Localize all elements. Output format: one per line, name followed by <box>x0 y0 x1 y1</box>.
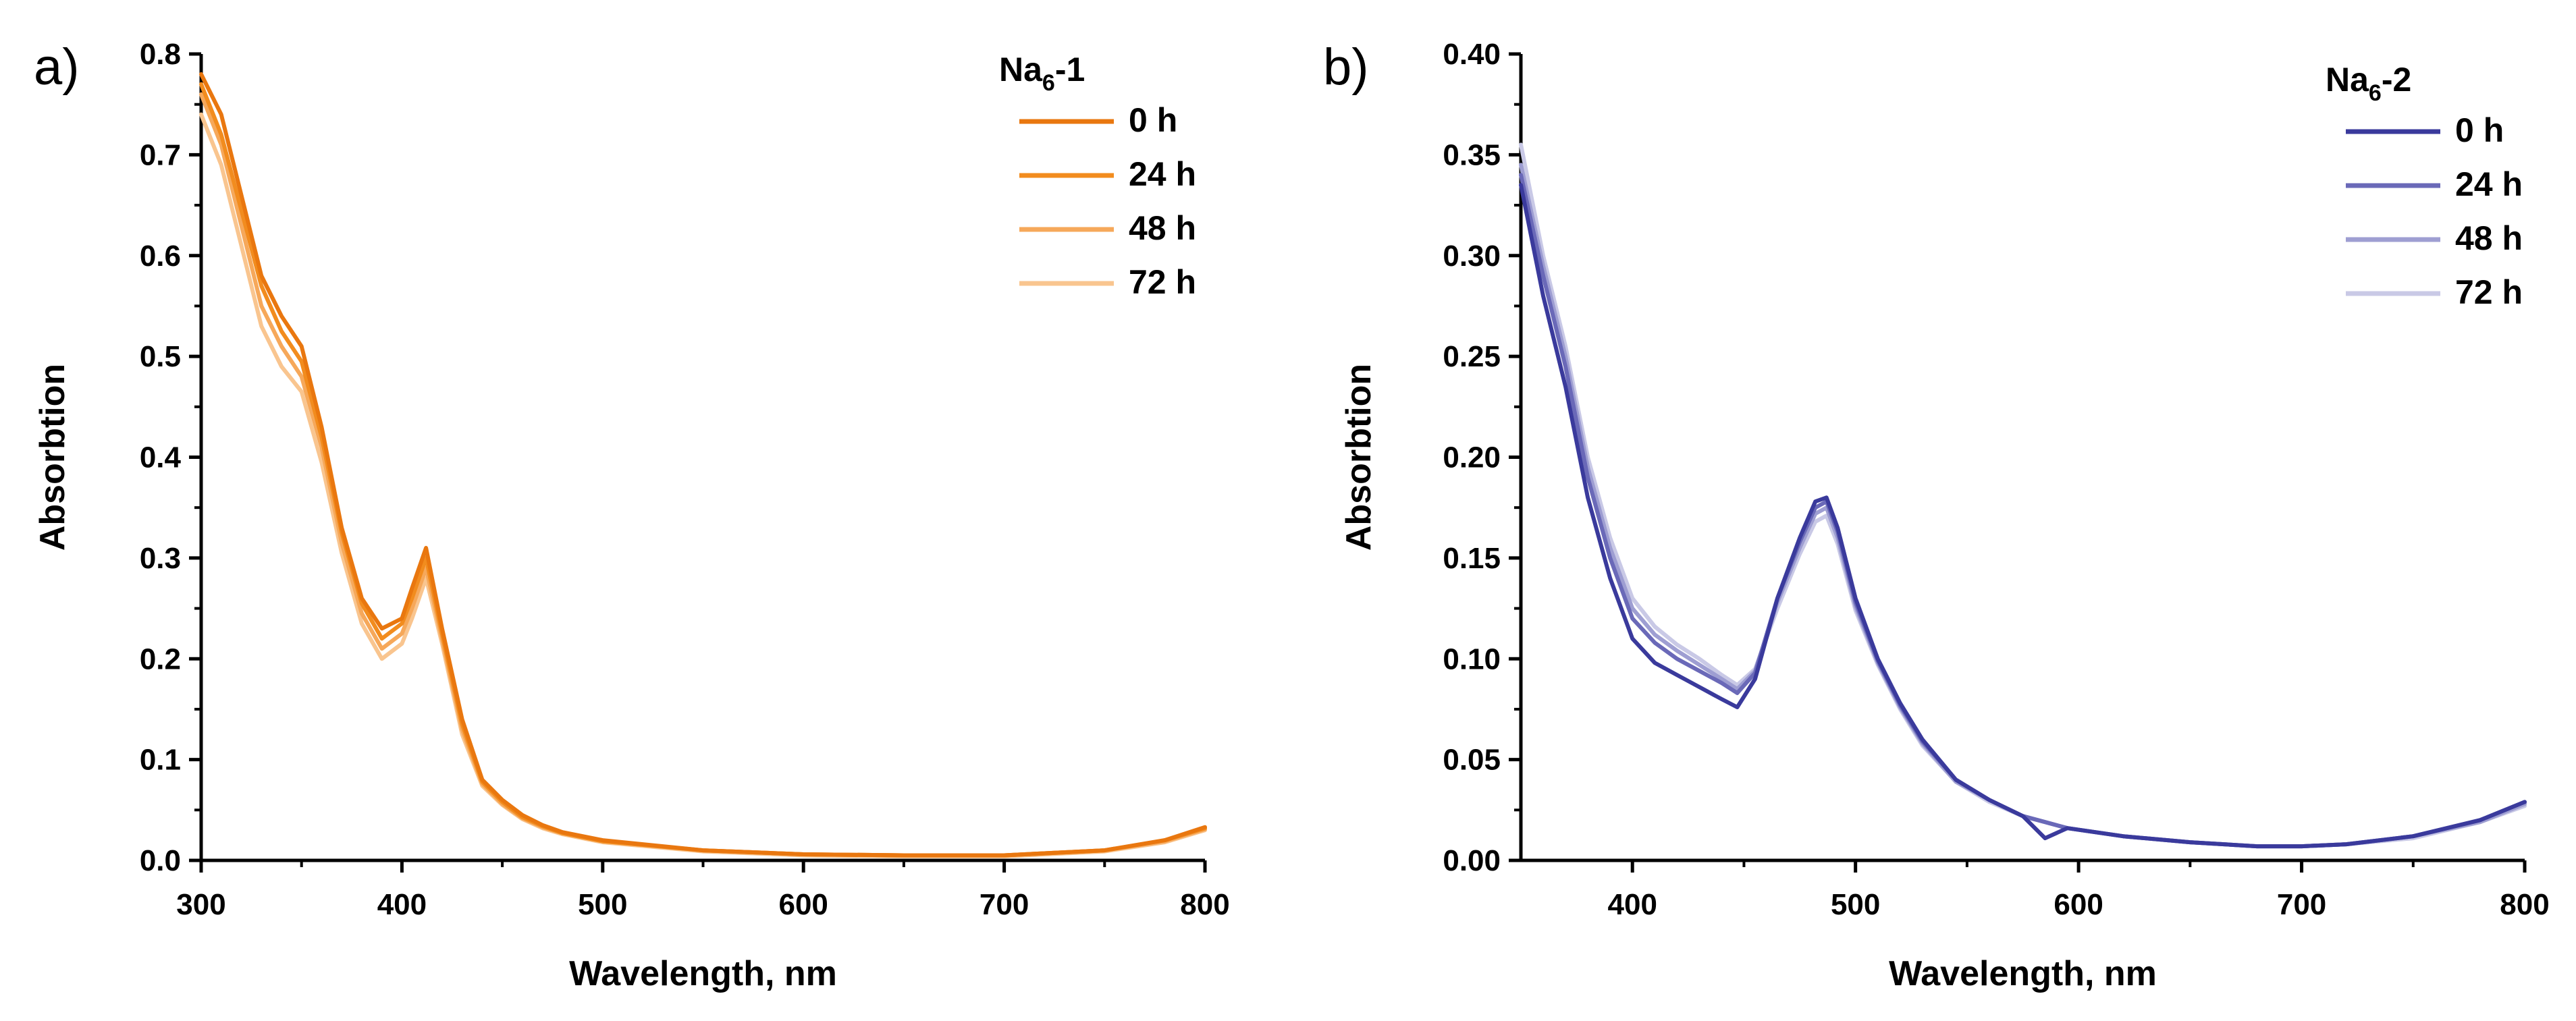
legend-title-main: Na <box>999 51 1043 88</box>
y-tick-label: 0.0 <box>140 844 181 877</box>
x-tick-label: 300 <box>176 888 225 921</box>
x-tick-label: 700 <box>980 888 1029 921</box>
y-tick-label: 0.3 <box>140 542 181 575</box>
series-line-48h <box>1519 163 2527 849</box>
series-line-24h <box>199 82 1207 858</box>
legend-title-suffix: -1 <box>1055 51 1085 88</box>
y-tick-label: 0.1 <box>140 744 181 777</box>
y-tick-label: 0.40 <box>1443 38 1501 71</box>
y-tick-label: 0.2 <box>140 642 181 675</box>
y-tick-label: 0.00 <box>1443 844 1501 877</box>
y-tick-label: 0.05 <box>1443 744 1501 777</box>
legend-entry-label: 48 h <box>2455 219 2523 257</box>
x-tick-label: 800 <box>2500 888 2549 921</box>
legend-title-suffix: -2 <box>2382 61 2411 99</box>
x-tick-label: 600 <box>778 888 828 921</box>
y-tick-label: 0.15 <box>1443 542 1501 575</box>
x-tick-label: 500 <box>578 888 627 921</box>
x-tick-label: 600 <box>2054 888 2103 921</box>
series-line-48h <box>199 92 1207 858</box>
x-tick-label: 700 <box>2277 888 2326 921</box>
y-tick-label: 0.7 <box>140 138 181 171</box>
x-axis-label: Wavelength, nm <box>569 954 837 993</box>
legend-entry-label: 24 h <box>2455 165 2523 203</box>
y-tick-label: 0.4 <box>140 441 182 474</box>
y-axis-label: Absorbtion <box>33 364 72 551</box>
y-tick-label: 0.35 <box>1443 138 1501 171</box>
series-line-24h <box>1519 173 2527 849</box>
y-tick-label: 0.20 <box>1443 441 1501 474</box>
panel-label: b) <box>1323 38 1369 96</box>
series-line-0h <box>1519 183 2527 849</box>
legend-title: Na6-2 <box>2326 61 2411 106</box>
legend-entry-label: 48 h <box>1129 209 1196 247</box>
x-axis-label: Wavelength, nm <box>1889 954 2157 993</box>
legend-entry-label: 0 h <box>1129 101 1177 139</box>
y-tick-label: 0.25 <box>1443 340 1501 373</box>
chart-panel-b: b) 0.00 0.05 0.10 0.15 0.20 0.25 0.30 0.35 0.40 40… <box>1323 38 2550 993</box>
x-tick-label: 500 <box>1831 888 1880 921</box>
y-tick-label: 0.8 <box>140 38 181 71</box>
y-tick-label: 0.5 <box>140 340 181 373</box>
legend-title: Na6-1 <box>999 51 1085 96</box>
legend-entry-label: 72 h <box>2455 273 2523 311</box>
x-tick-label: 400 <box>1608 888 1657 921</box>
series-line-72h <box>199 112 1207 858</box>
series-line-72h <box>1519 142 2527 849</box>
x-tick-label: 400 <box>377 888 427 921</box>
legend-title-main: Na <box>2326 61 2369 99</box>
legend-entry-label: 24 h <box>1129 155 1196 193</box>
panel-label: a) <box>34 38 80 96</box>
series-line-0h <box>199 72 1207 858</box>
legend-entry-label: 72 h <box>1129 263 1196 301</box>
legend-entry-label: 0 h <box>2455 111 2504 149</box>
legend-title-subscript: 6 <box>1042 70 1055 96</box>
x-tick-label: 800 <box>1180 888 1229 921</box>
y-tick-label: 0.10 <box>1443 642 1501 675</box>
y-axis-label: Absorbtion <box>1339 364 1378 551</box>
legend-title-subscript: 6 <box>2369 80 2382 106</box>
y-tick-label: 0.6 <box>140 240 181 273</box>
y-tick-label: 0.30 <box>1443 240 1501 273</box>
